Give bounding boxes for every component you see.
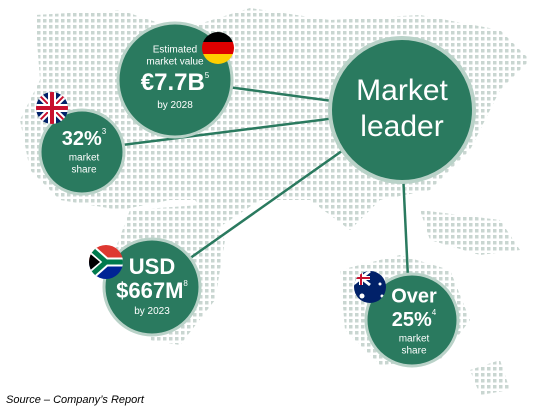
value: €7.7B	[141, 69, 205, 96]
footnote: 3	[102, 127, 107, 136]
hub-label: Market	[356, 74, 448, 107]
node-text: share	[71, 165, 96, 176]
value: 32%	[62, 128, 102, 150]
node-value: 25%4	[392, 308, 437, 331]
node-text: USD	[129, 254, 175, 279]
node-text: share	[401, 346, 426, 357]
flag-germany	[202, 32, 234, 64]
footnote: 5	[205, 71, 210, 80]
hub-circle: Market leader	[328, 36, 476, 184]
node-text: market	[399, 334, 430, 345]
node-text: Over	[391, 285, 437, 307]
node-value: 32%3	[62, 127, 107, 150]
node-value: $667M8	[116, 278, 188, 303]
node-value: €7.7B5	[141, 69, 210, 96]
footnote: 4	[432, 308, 437, 317]
source-note: Source – Company’s Report	[6, 394, 145, 406]
node-text: market	[69, 153, 100, 164]
node-text: market value	[146, 57, 204, 68]
hub-label: leader	[360, 110, 443, 143]
node-text: Estimated	[153, 45, 197, 56]
node-text: by 2023	[134, 306, 170, 317]
value: 25%	[392, 309, 432, 331]
footnote: 8	[183, 279, 188, 288]
value: $667M	[116, 278, 183, 303]
node-text: by 2028	[157, 100, 193, 111]
